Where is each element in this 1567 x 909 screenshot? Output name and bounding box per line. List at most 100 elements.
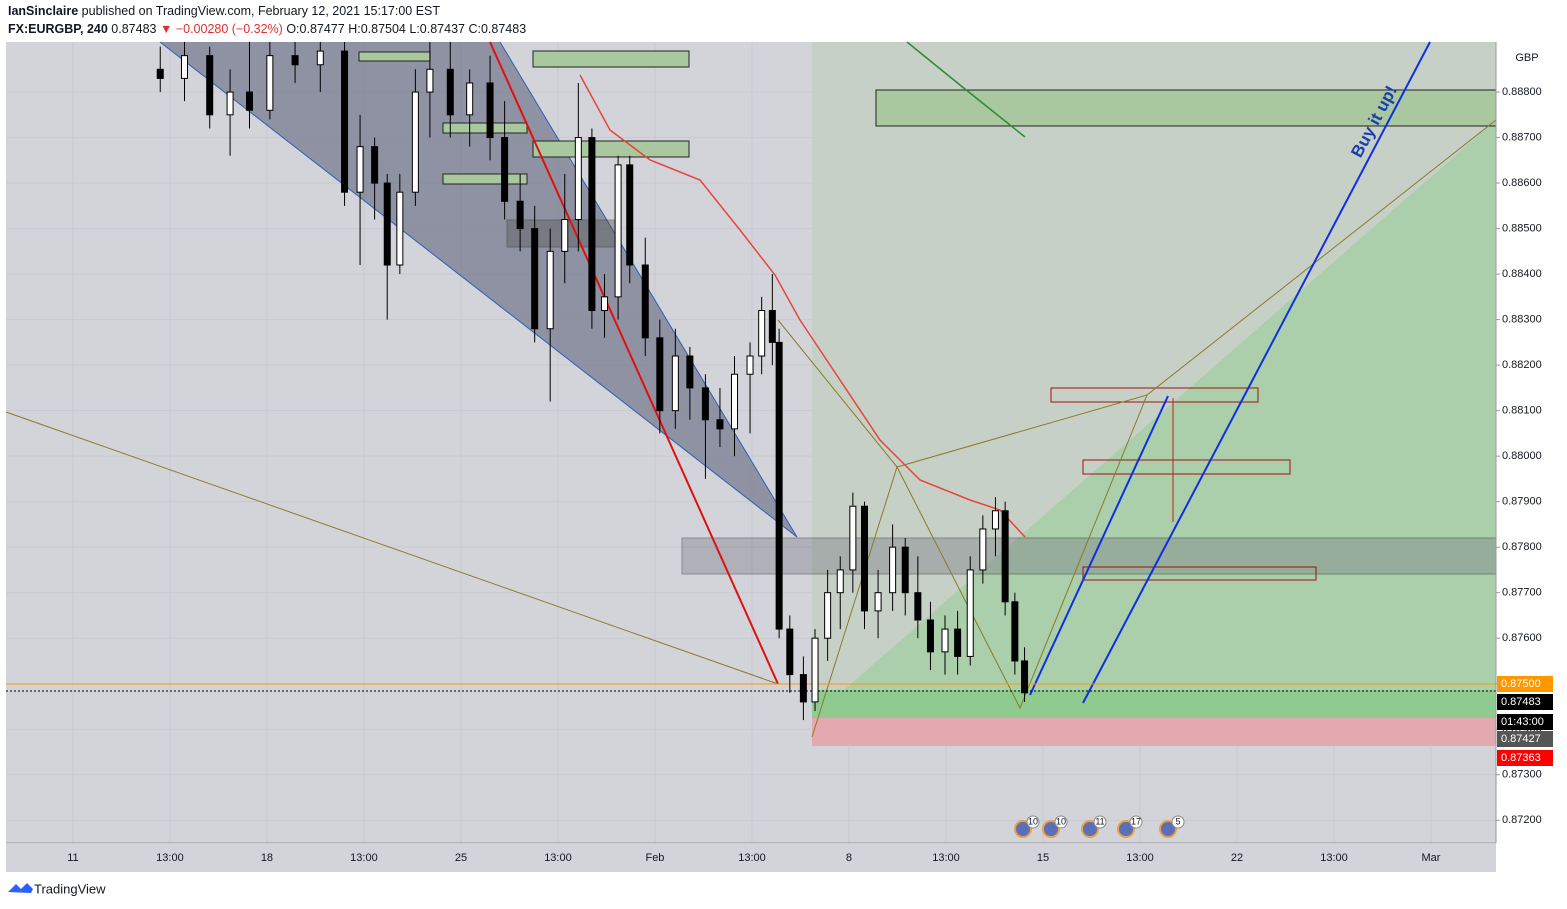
x-axis-bg [6,844,1496,872]
symbol-line: FX:EURGBP, 240 0.87483 ▼ −0.00280 (−0.32… [8,22,526,36]
x-tick-label: 13:00 [738,852,766,864]
price-label: 0.87427 [1501,733,1541,745]
candle-body [966,569,974,657]
event-icon [1117,820,1135,838]
candle-body [786,628,794,676]
candle-body [371,146,379,184]
candle-body [746,355,754,375]
candle-body [516,200,524,230]
candle-body [716,419,724,430]
y-tick-label: 0.87200 [1502,814,1542,826]
candle-body [226,91,234,116]
profit-zone [812,690,1496,718]
candle-body [291,55,299,66]
candle-body [701,387,709,421]
box [532,140,690,158]
candle-body [156,68,164,79]
y-tick-label: 0.88400 [1502,268,1542,280]
open: O:0.87477 [286,22,344,36]
event-count: 10 [1028,816,1038,826]
event-icon [1159,820,1177,838]
box [1082,459,1291,475]
candle-body [926,619,934,653]
high: H:0.87504 [348,22,406,36]
x-tick-label: 13:00 [544,852,572,864]
green-boxes [358,50,1497,248]
candle-body [316,50,324,66]
event-badge [1026,815,1040,829]
stop-zone [812,718,1496,746]
event-count: 10 [1056,816,1066,826]
x-tick-label: Mar [1422,852,1441,864]
candle-body [799,674,807,703]
close: C:0.87483 [468,22,526,36]
red-boxes [1050,387,1317,581]
candle-body [671,355,679,412]
price-label-bg [1497,714,1553,730]
candle-body [954,628,962,657]
y-tick-label: 0.88200 [1502,359,1542,371]
candle-body [446,68,454,116]
candle-body [775,341,783,630]
y-tick-label: 0.88600 [1502,177,1542,189]
candle-body [341,50,349,193]
moving-average [906,41,1026,138]
box [442,122,528,134]
x-tick-label: 8 [846,852,852,864]
y-tick-label: 0.87600 [1502,632,1542,644]
candle-body [245,91,253,111]
x-tick-label: 25 [455,852,467,864]
candle-body [501,137,509,202]
currency: GBP [1515,52,1538,64]
trend-line [5,411,779,685]
y-tick-label: 0.88800 [1502,86,1542,98]
candle-body [824,592,832,639]
x-tick-label: 15 [1037,852,1049,864]
price-label: 0.87363 [1501,752,1541,764]
pattern-line [777,119,1497,468]
candle-body [396,191,404,266]
price-label-bg [1497,694,1553,710]
candle-body [206,55,214,116]
event-badge [1129,815,1143,829]
arrow-line [489,41,779,685]
candle-body [889,546,897,594]
x-tick-label: Feb [645,852,664,864]
candle-body [979,528,987,571]
price-label: 0.87500 [1501,678,1541,690]
arrow-line [1082,41,1431,704]
candle-body [601,296,609,312]
price-label-bg [1497,676,1553,692]
box [358,51,431,62]
candle-body [561,218,569,252]
y-tick-label: 0.88700 [1502,131,1542,143]
candle-body [656,337,664,412]
publisher: IanSinclaire [8,4,78,18]
pattern-line [811,394,1148,738]
candle-body [914,592,922,621]
candle-body [941,628,949,653]
candle-body [901,546,909,594]
candle-body [411,91,419,193]
candle-body [180,55,188,79]
price-label: 01:43:00 [1501,716,1544,728]
candle-body [768,310,776,343]
x-tick-label: 22 [1231,852,1243,864]
candle-body [356,146,364,193]
candle-body [641,264,649,339]
event-icon [1042,820,1060,838]
event-count: 17 [1131,816,1141,826]
x-tick-label: 13:00 [1320,852,1348,864]
box [1082,566,1317,581]
candle-body [383,182,391,266]
box [875,89,1497,127]
change: ▼ −0.00280 (−0.32%) [160,22,283,36]
candle-body [1001,510,1009,603]
event-badge [1171,815,1185,829]
y-tick-label: 0.87300 [1502,769,1542,781]
channel-line [159,41,798,538]
candle-body [991,510,999,530]
y-tick-label: 0.87900 [1502,496,1542,508]
candle-body [486,82,494,139]
